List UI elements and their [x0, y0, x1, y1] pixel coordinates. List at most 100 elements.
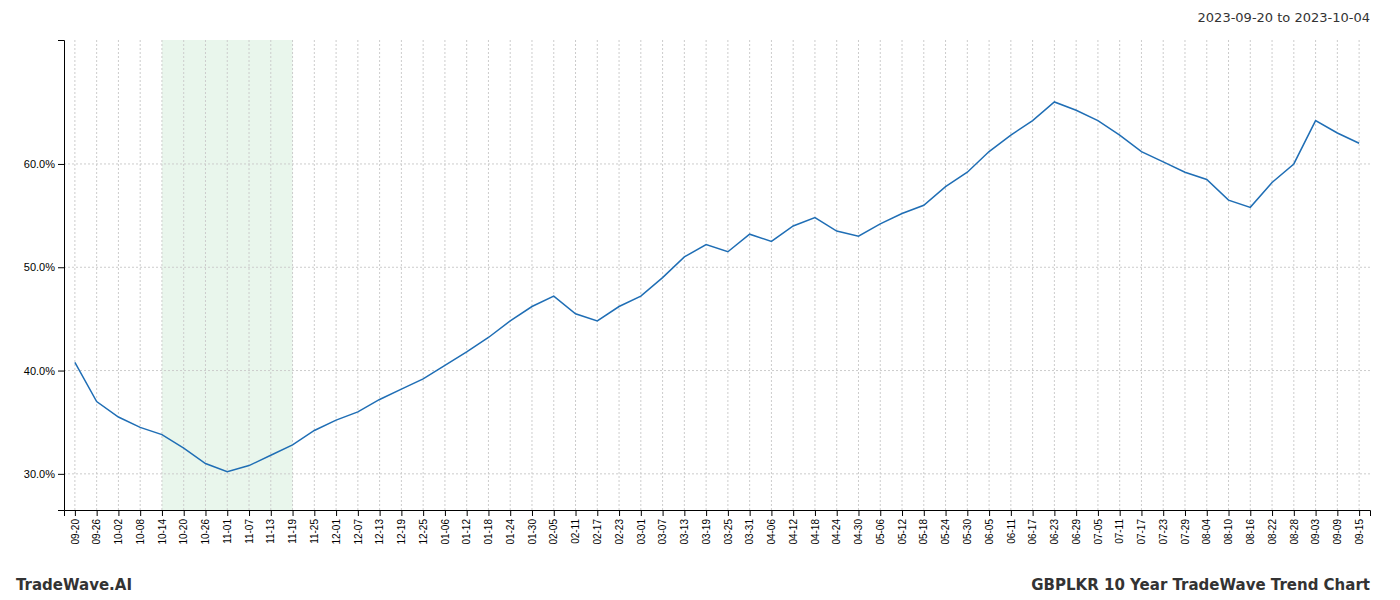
x-tick-mark — [880, 510, 881, 516]
x-tick-mark — [554, 510, 555, 516]
x-tick-mark — [162, 510, 163, 516]
grid-line-x — [531, 40, 532, 510]
x-tick-label: 03-19 — [701, 519, 712, 545]
grid-line-x — [205, 40, 206, 510]
y-tick: 60.0% — [24, 158, 64, 170]
x-tick-label: 12-07 — [353, 519, 364, 545]
y-tick: 30.0% — [24, 468, 64, 480]
x-tick-mark — [946, 510, 947, 516]
x-tick: 03-01 — [636, 510, 647, 545]
x-tick: 10-08 — [135, 510, 146, 545]
x-tick-mark — [75, 510, 76, 516]
x-tick: 06-29 — [1071, 510, 1082, 545]
x-tick: 01-12 — [461, 510, 472, 545]
grid-line-x — [227, 40, 228, 510]
x-tick-label: 12-13 — [374, 519, 385, 545]
y-tick-mark — [58, 371, 64, 372]
x-tick-label: 05-18 — [918, 519, 929, 545]
grid-line-x — [314, 40, 315, 510]
x-tick-mark — [706, 510, 707, 516]
grid-line-x — [923, 40, 924, 510]
x-tick-mark — [924, 510, 925, 516]
grid-line-x — [270, 40, 271, 510]
x-tick-label: 02-11 — [570, 519, 581, 544]
grid-line-x — [771, 40, 772, 510]
grid-line-x — [292, 40, 293, 510]
grid-line-x — [793, 40, 794, 510]
x-tick: 12-19 — [396, 510, 407, 545]
grid-line-x — [1228, 40, 1229, 510]
grid-line-x — [510, 40, 511, 510]
x-tick-label: 02-05 — [548, 519, 559, 545]
shade — [162, 40, 293, 510]
y-tick-label: 30.0% — [24, 468, 55, 480]
x-tick-mark — [989, 510, 990, 516]
x-tick: 11-13 — [265, 510, 276, 544]
x-tick: 05-12 — [897, 510, 908, 545]
x-tick-mark — [467, 510, 468, 516]
x-tick-mark — [423, 510, 424, 516]
footer-left: TradeWave.AI — [16, 576, 132, 594]
y-tick-label: 40.0% — [24, 365, 55, 377]
x-tick-mark — [1163, 510, 1164, 516]
grid-line-x — [836, 40, 837, 510]
x-tick: 03-25 — [723, 510, 734, 545]
grid-line-x — [96, 40, 97, 510]
line-layer — [75, 102, 1359, 472]
x-tick-mark — [488, 510, 489, 516]
x-tick-label: 11-13 — [265, 519, 276, 544]
grid-line-x — [401, 40, 402, 510]
x-tick: 12-25 — [418, 510, 429, 545]
x-tick: 05-18 — [918, 510, 929, 545]
grid-line-x — [118, 40, 119, 510]
x-tick: 11-19 — [287, 510, 298, 544]
chart: 30.0%40.0%50.0%60.0%09-2009-2610-0210-08… — [0, 0, 1400, 600]
grid-line-x — [880, 40, 881, 510]
x-tick-label: 05-30 — [962, 519, 973, 545]
grid-line-x — [1119, 40, 1120, 510]
grid-line-x — [444, 40, 445, 510]
x-tick: 03-31 — [744, 510, 755, 545]
x-tick: 04-30 — [853, 510, 864, 545]
x-tick-mark — [445, 510, 446, 516]
x-tick-mark — [1033, 510, 1034, 516]
grid-line-x — [183, 40, 184, 510]
x-tick: 09-26 — [91, 510, 102, 545]
x-tick: 03-07 — [657, 510, 668, 545]
x-tick-label: 07-11 — [1114, 519, 1125, 544]
x-tick-label: 12-19 — [396, 519, 407, 545]
grid-line-x — [1315, 40, 1316, 510]
x-tick-label: 07-23 — [1158, 519, 1169, 545]
x-tick-mark — [140, 510, 141, 516]
grid-line-x — [858, 40, 859, 510]
x-tick-label: 04-06 — [766, 519, 777, 545]
x-tick: 03-13 — [679, 510, 690, 545]
x-tick: 09-09 — [1332, 510, 1343, 545]
x-tick-mark — [597, 510, 598, 516]
y-tick: 40.0% — [24, 365, 64, 377]
grid-line-x — [466, 40, 467, 510]
y-axis: 30.0%40.0%50.0%60.0% — [24, 41, 65, 511]
footer-right: GBPLKR 10 Year TradeWave Trend Chart — [1031, 576, 1370, 594]
grid-line-x — [706, 40, 707, 510]
x-tick: 05-24 — [940, 510, 951, 545]
x-tick-mark — [1098, 510, 1099, 516]
grid-line-x — [1293, 40, 1294, 510]
x-tick-label: 11-25 — [309, 519, 320, 544]
line — [75, 102, 1359, 472]
x-tick: 02-23 — [614, 510, 625, 545]
x-tick: 04-24 — [831, 510, 842, 545]
x-tick-mark — [380, 510, 381, 516]
x-tick-label: 06-11 — [1006, 519, 1017, 544]
plot: 30.0%40.0%50.0%60.0%09-2009-2610-0210-08… — [24, 40, 1371, 545]
grid-line-x — [357, 40, 358, 510]
x-tick-label: 09-15 — [1354, 519, 1365, 545]
grid-line-y — [64, 267, 1370, 268]
x-tick-mark — [1272, 510, 1273, 516]
x-tick: 02-17 — [592, 510, 603, 545]
grid-line-x — [1337, 40, 1338, 510]
x-tick-label: 01-30 — [527, 519, 538, 545]
x-tick-mark — [576, 510, 577, 516]
x-tick-label: 11-19 — [287, 519, 298, 544]
x-tick: 05-30 — [962, 510, 973, 545]
